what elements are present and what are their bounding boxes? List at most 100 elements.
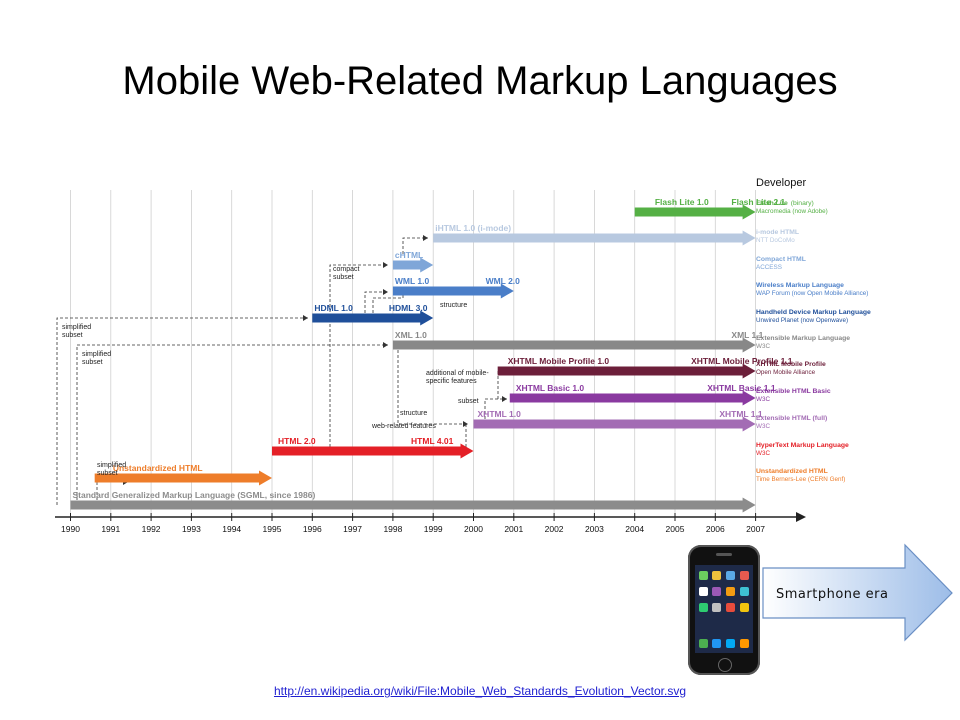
legend-header: Developer — [756, 177, 806, 189]
year-label: 2002 — [545, 524, 564, 534]
note-compact-subset: subset — [333, 274, 354, 281]
bar-xhtml-mp: XHTML Mobile Profile 1.0 XHTML Mobile Pro… — [497, 356, 793, 379]
bar-label: XHTML Basic 1.1 — [707, 383, 776, 393]
note-additional-features: additional of mobile- — [426, 370, 489, 377]
bar-label: XHTML 1.1 — [719, 409, 763, 419]
time-axis: 1990 1991 1992 1993 1994 1995 1996 1997 1998 1999… — [55, 512, 806, 534]
bar-shape — [392, 337, 756, 353]
connector-arrowhead — [502, 396, 507, 402]
bar-xhtml-basic: XHTML Basic 1.0 XHTML Basic 1.1 — [509, 383, 776, 406]
note-additional-features: specific features — [426, 378, 477, 385]
legend-developer: ACCESS — [756, 264, 782, 271]
legend-developer: WAP Forum (now Open Mobile Alliance) — [756, 290, 868, 297]
year-label: 2001 — [504, 524, 523, 534]
connector-arrowhead — [383, 342, 388, 348]
legend-name: Flash Lite (binary) — [756, 200, 814, 207]
bar-label: XHTML Mobile Profile 1.0 — [508, 356, 610, 366]
legend-name: Compact HTML — [756, 256, 806, 263]
phone-speaker — [716, 553, 732, 556]
bar-unstd-html: Unstandardized HTML — [94, 463, 273, 486]
bar-label: Flash Lite 1.0 — [655, 197, 709, 207]
connector-html-chtml — [329, 264, 388, 452]
year-label: 1995 — [263, 524, 282, 534]
bar-shape — [473, 416, 756, 432]
legend-name: HyperText Markup Language — [756, 442, 849, 449]
smartphone-image — [688, 545, 760, 675]
note-compact-subset: compact — [333, 266, 360, 273]
bar-label: HTML 2.0 — [278, 436, 316, 446]
bar-shape — [392, 257, 434, 273]
bar-label: HTML 4.01 — [411, 436, 454, 446]
legend-name: i-mode HTML — [756, 229, 799, 236]
note-web-related: web-related features — [371, 423, 436, 430]
connector-sgml-hdml — [56, 317, 308, 505]
timeline-bars: Flash Lite 1.0 Flash Lite 2.1 iHTML 1.0 (i… — [70, 197, 793, 513]
bar-label: Flash Lite 2.1 — [731, 197, 785, 207]
connector-arrowhead — [303, 315, 308, 321]
bar-label: XHTML Basic 1.0 — [516, 383, 585, 393]
bar-label: HDML 3.0 — [389, 303, 428, 313]
year-label: 2005 — [666, 524, 685, 534]
bar-html: HTML 2.0 HTML 4.01 — [272, 436, 474, 459]
legend-name: Extensible HTML (full) — [756, 415, 827, 422]
bar-label: WML 2.0 — [486, 276, 521, 286]
phone-screen — [695, 565, 753, 653]
bar-flash-lite: Flash Lite 1.0 Flash Lite 2.1 — [634, 197, 786, 220]
bar-shape — [272, 443, 474, 459]
legend-developer: W3C — [756, 450, 770, 457]
connector-xhtml-basic — [484, 398, 507, 424]
year-label: 1990 — [61, 524, 80, 534]
annotations: simplifiedsubsetsimplifiedsubsetsimplifi… — [62, 266, 489, 477]
note-simplified-subset: subset — [82, 359, 103, 366]
bar-xml: XML 1.0 XML 1.1 — [392, 330, 764, 353]
bar-wml: WML 1.0 WML 2.0 — [392, 276, 521, 299]
legend-name: XHTML Mobile Profile — [756, 361, 826, 368]
note-simplified-subset: simplified — [82, 351, 111, 358]
smartphone-era-label: Smartphone era — [776, 587, 889, 602]
bar-label: XML 1.0 — [395, 330, 427, 340]
bar-shape — [433, 230, 756, 246]
year-label: 1997 — [343, 524, 362, 534]
slide-title: Mobile Web-Related Markup Languages — [122, 59, 838, 103]
year-label: 1999 — [424, 524, 443, 534]
note-simplified-subset: simplified — [97, 462, 126, 469]
bar-xhtml: XHTML 1.0 XHTML 1.1 — [473, 409, 763, 432]
legend-developer: W3C — [756, 423, 770, 430]
bar-shape — [497, 363, 756, 379]
legend-developer: NTT DoCoMo — [756, 237, 795, 244]
legend-name: Unstandardized HTML — [756, 468, 828, 475]
phone-home-button — [718, 658, 732, 672]
developer-legend: Developer Flash Lite (binary)Macromedia (n… — [756, 177, 871, 483]
year-label: 1998 — [383, 524, 402, 534]
legend-name: Wireless Markup Language — [756, 282, 844, 289]
bar-hdml: HDML 1.0 HDML 3.0 — [312, 303, 434, 326]
year-label: 2007 — [746, 524, 765, 534]
legend-name: Handheld Device Markup Language — [756, 309, 871, 316]
source-link[interactable]: http://en.wikipedia.org/wiki/File:Mobile… — [273, 684, 686, 698]
legend-developer: W3C — [756, 396, 770, 403]
legend-developer: Open Mobile Alliance — [756, 369, 816, 376]
bar-shape — [392, 283, 514, 299]
bar-ihtml: iHTML 1.0 (i-mode) — [433, 223, 756, 246]
note-simplified-subset: subset — [62, 332, 83, 339]
year-label: 1993 — [182, 524, 201, 534]
connector-arrowhead — [463, 421, 468, 427]
year-gridlines — [70, 190, 756, 513]
bar-shape — [94, 470, 273, 486]
connector-arrowhead — [383, 289, 388, 295]
year-label: 1991 — [101, 524, 120, 534]
legend-item: Extensible HTML (full)W3C — [756, 415, 827, 430]
year-label: 2003 — [585, 524, 604, 534]
bar-shape — [509, 390, 756, 406]
legend-item: Flash Lite (binary)Macromedia (now Adobe) — [756, 200, 828, 215]
